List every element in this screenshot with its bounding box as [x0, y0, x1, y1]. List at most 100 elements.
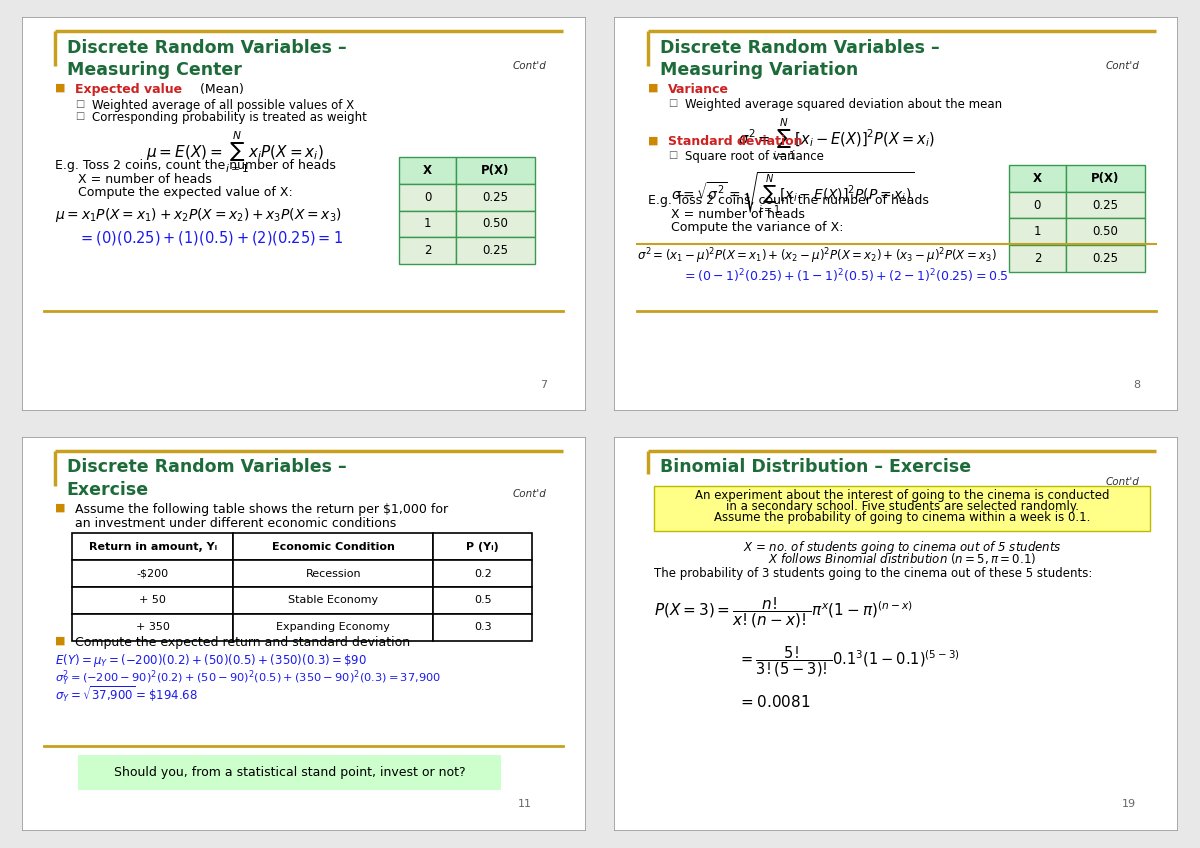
Bar [1066, 219, 1145, 245]
Text: $X$ follows Binomial distribution $(n = 5, \pi = 0.1)$: $X$ follows Binomial distribution $(n = … [768, 551, 1036, 566]
Text: Expanding Economy: Expanding Economy [276, 622, 390, 632]
Text: $\sigma^2 = (x_1 - \mu)^2 P(X = x_1) + (x_2 - \mu)^2 P(X = x_2) + (x_3 - \mu)^2 : $\sigma^2 = (x_1 - \mu)^2 P(X = x_1) + (… [637, 247, 996, 266]
Text: + 350: + 350 [136, 622, 169, 632]
Text: X: X [424, 164, 432, 177]
Bar [456, 184, 535, 210]
Text: ■: ■ [55, 503, 66, 512]
Text: □: □ [76, 111, 84, 120]
Text: Measuring Variation: Measuring Variation [660, 61, 858, 79]
Text: Weighted average of all possible values of X: Weighted average of all possible values … [92, 98, 354, 112]
Bar [1066, 245, 1145, 272]
Text: Return in amount, Yᵢ: Return in amount, Yᵢ [89, 542, 217, 552]
Text: 0: 0 [1033, 198, 1042, 211]
Text: Compute the expected return and standard deviation: Compute the expected return and standard… [76, 636, 410, 649]
Text: P (Yᵢ): P (Yᵢ) [467, 542, 499, 552]
Text: $X$ = no. of students going to cinema out of 5 students: $X$ = no. of students going to cinema ou… [743, 539, 1061, 556]
Text: 0.3: 0.3 [474, 622, 492, 632]
Text: Binomial Distribution – Exercise: Binomial Distribution – Exercise [660, 459, 971, 477]
Text: ■: ■ [648, 136, 659, 145]
Text: (Mean): (Mean) [197, 83, 245, 96]
Text: Exercise: Exercise [67, 481, 149, 499]
Bar [433, 587, 532, 614]
Text: 0.50: 0.50 [482, 217, 509, 231]
Text: $\mu = E(X) = \sum_{i=1}^{N} x_i P(X = x_i)$: $\mu = E(X) = \sum_{i=1}^{N} x_i P(X = x… [145, 130, 324, 175]
Text: Discrete Random Variables –: Discrete Random Variables – [67, 459, 347, 477]
Bar [456, 157, 535, 184]
Text: Compute the expected value of X:: Compute the expected value of X: [78, 186, 293, 198]
Text: 0.2: 0.2 [474, 568, 492, 578]
Text: 0.25: 0.25 [1092, 198, 1118, 211]
Bar [1009, 192, 1066, 219]
Bar [78, 755, 502, 789]
Text: 0.50: 0.50 [1092, 226, 1118, 238]
Bar [233, 533, 433, 561]
Text: -$200: -$200 [137, 568, 169, 578]
Bar [1066, 192, 1145, 219]
Text: 0.25: 0.25 [1092, 252, 1118, 265]
Text: 1: 1 [424, 217, 432, 231]
Text: 2: 2 [424, 244, 432, 257]
Text: □: □ [668, 150, 677, 159]
Text: Economic Condition: Economic Condition [271, 542, 395, 552]
Text: An experiment about the interest of going to the cinema is conducted: An experiment about the interest of goin… [695, 488, 1109, 502]
Text: Assume the following table shows the return per $1,000 for: Assume the following table shows the ret… [76, 503, 449, 516]
Bar [433, 614, 532, 640]
Bar [233, 587, 433, 614]
Text: ■: ■ [55, 83, 66, 92]
Bar [456, 210, 535, 237]
Text: ■: ■ [55, 636, 66, 646]
Bar [233, 561, 433, 587]
Text: X = number of heads: X = number of heads [671, 209, 805, 221]
Text: 8: 8 [1133, 380, 1140, 390]
Text: 0.5: 0.5 [474, 595, 492, 605]
Text: $\sigma_Y^2 = (-200 - 90)^2(0.2) + (50 - 90)^2(0.5) + (350 - 90)^2(0.3) = 37{,}9: $\sigma_Y^2 = (-200 - 90)^2(0.2) + (50 -… [55, 668, 442, 688]
Bar [1009, 245, 1066, 272]
Text: Weighted average squared deviation about the mean: Weighted average squared deviation about… [685, 98, 1002, 111]
Text: 2: 2 [1033, 252, 1042, 265]
Text: Measuring Center: Measuring Center [67, 61, 241, 79]
Text: 0.25: 0.25 [482, 244, 509, 257]
Text: $\mu = x_1 P(X = x_1) + x_2 P(X = x_2) + x_3 P(X = x_3)$: $\mu = x_1 P(X = x_1) + x_2 P(X = x_2) +… [55, 206, 342, 224]
Text: 0: 0 [424, 191, 431, 204]
Text: E.g. Toss 2 coins, count the number of heads: E.g. Toss 2 coins, count the number of h… [55, 159, 336, 172]
Text: Standard deviation: Standard deviation [668, 136, 803, 148]
Text: □: □ [668, 98, 677, 108]
Bar [1009, 219, 1066, 245]
Text: X: X [1033, 172, 1042, 185]
Bar [654, 486, 1151, 532]
Text: Assume the probability of going to cinema within a week is 0.1.: Assume the probability of going to cinem… [714, 510, 1091, 524]
Text: $\sigma = \sqrt{\sigma^2} = \sqrt{\sum_{i=1}^{N} [x_i - E(X)]^2 P(P = x_i)}$: $\sigma = \sqrt{\sigma^2} = \sqrt{\sum_{… [671, 170, 914, 216]
Text: Compute the variance of X:: Compute the variance of X: [671, 221, 844, 234]
Bar [400, 157, 456, 184]
Text: Should you, from a statistical stand point, invest or not?: Should you, from a statistical stand poi… [114, 766, 466, 778]
Bar [72, 533, 233, 561]
Text: Stable Economy: Stable Economy [288, 595, 378, 605]
Text: Cont'd: Cont'd [1105, 61, 1139, 71]
Bar [233, 614, 433, 640]
Text: Recession: Recession [305, 568, 361, 578]
Bar [72, 587, 233, 614]
Text: Expected value: Expected value [76, 83, 182, 96]
Text: an investment under different economic conditions: an investment under different economic c… [76, 516, 396, 530]
Text: $= (0)(0.25) + (1)(0.5) + (2)(0.25) = 1$: $= (0)(0.25) + (1)(0.5) + (2)(0.25) = 1$ [78, 229, 343, 247]
Text: Discrete Random Variables –: Discrete Random Variables – [660, 39, 940, 57]
Text: E.g. Toss 2 coins, count the number of heads: E.g. Toss 2 coins, count the number of h… [648, 194, 929, 208]
Text: P(X): P(X) [481, 164, 510, 177]
Text: $= 0.0081$: $= 0.0081$ [738, 694, 811, 710]
Text: Cont'd: Cont'd [1105, 477, 1139, 487]
Text: Discrete Random Variables –: Discrete Random Variables – [67, 39, 347, 57]
Bar [72, 614, 233, 640]
Text: $P(X = 3) = \dfrac{n!}{x!(n - x)!} \pi^x (1 - \pi)^{(n-x)}$: $P(X = 3) = \dfrac{n!}{x!(n - x)!} \pi^x… [654, 595, 913, 630]
Text: 11: 11 [518, 799, 532, 809]
Bar [400, 237, 456, 265]
Text: X = number of heads: X = number of heads [78, 173, 212, 186]
Bar [456, 237, 535, 265]
Text: $E(Y) = \mu_Y = (-200)(0.2) + (50)(0.5) + (350)(0.3) = \$90$: $E(Y) = \mu_Y = (-200)(0.2) + (50)(0.5) … [55, 652, 367, 669]
Text: $\sigma_Y = \sqrt{37{,}900} = \$194.68$: $\sigma_Y = \sqrt{37{,}900} = \$194.68$ [55, 684, 198, 704]
Text: $\sigma^2 = \sum_{i=1}^{N} [x_i - E(X)]^2 P(X = x_i)$: $\sigma^2 = \sum_{i=1}^{N} [x_i - E(X)]^… [738, 116, 935, 162]
Text: P(X): P(X) [1091, 172, 1120, 185]
Text: Cont'd: Cont'd [512, 488, 546, 499]
Text: ■: ■ [648, 83, 659, 92]
Text: Cont'd: Cont'd [512, 61, 546, 71]
Text: $= (0 - 1)^2(0.25) + (1 - 1)^2(0.5) + (2 - 1)^2(0.25) = 0.5$: $= (0 - 1)^2(0.25) + (1 - 1)^2(0.5) + (2… [682, 267, 1009, 285]
